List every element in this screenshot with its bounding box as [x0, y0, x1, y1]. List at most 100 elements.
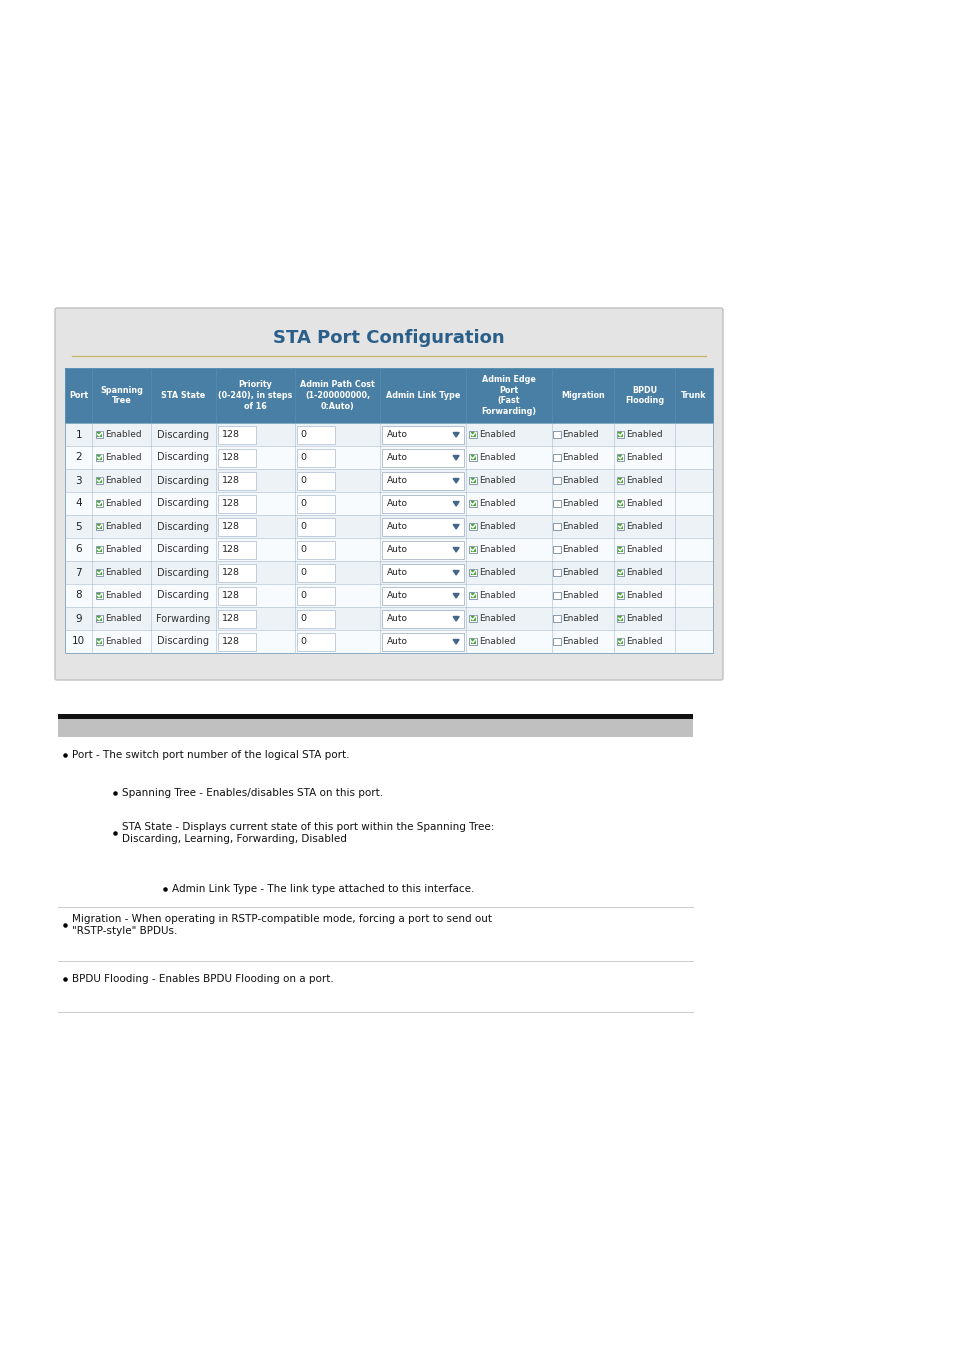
Text: Enabled: Enabled: [625, 545, 662, 554]
Polygon shape: [453, 478, 458, 483]
Text: Enabled: Enabled: [478, 454, 515, 462]
Bar: [95, 637, 103, 645]
Text: 2: 2: [75, 452, 82, 463]
Bar: [469, 591, 476, 599]
Text: BPDU
Flooding: BPDU Flooding: [624, 386, 663, 405]
Text: Auto: Auto: [386, 637, 407, 647]
Bar: [382, 471, 464, 490]
Text: Trunk: Trunk: [680, 392, 706, 400]
Bar: [470, 478, 476, 483]
Bar: [217, 425, 255, 444]
Bar: [618, 570, 622, 575]
Text: 4: 4: [75, 498, 82, 509]
Bar: [618, 616, 622, 621]
Text: 5: 5: [75, 521, 82, 532]
Bar: [217, 540, 255, 559]
Text: Admin Link Type: Admin Link Type: [386, 392, 460, 400]
Bar: [469, 545, 476, 554]
Text: Discarding: Discarding: [157, 498, 209, 509]
Text: 128: 128: [222, 637, 239, 647]
Text: Enabled: Enabled: [625, 522, 662, 531]
Bar: [382, 540, 464, 559]
Text: Enabled: Enabled: [478, 614, 515, 622]
Bar: [469, 454, 476, 462]
Polygon shape: [453, 571, 458, 575]
Polygon shape: [453, 455, 458, 460]
Bar: [553, 568, 560, 576]
Bar: [617, 477, 623, 485]
Bar: [617, 431, 623, 439]
Text: Enabled: Enabled: [105, 568, 141, 576]
Text: Enabled: Enabled: [478, 500, 515, 508]
Bar: [97, 616, 102, 621]
Bar: [217, 633, 255, 651]
Text: Enabled: Enabled: [105, 454, 141, 462]
Text: 0: 0: [300, 637, 307, 647]
Text: Migration: Migration: [560, 392, 604, 400]
Bar: [470, 593, 476, 598]
Bar: [617, 500, 623, 508]
Text: Admin Link Type - The link type attached to this interface.: Admin Link Type - The link type attached…: [172, 884, 474, 894]
Text: Enabled: Enabled: [561, 431, 598, 439]
Text: 128: 128: [222, 591, 239, 599]
Bar: [65, 423, 712, 446]
Text: Migration - When operating in RSTP-compatible mode, forcing a port to send out
": Migration - When operating in RSTP-compa…: [71, 914, 492, 936]
Text: Auto: Auto: [386, 568, 407, 576]
Text: Enabled: Enabled: [561, 568, 598, 576]
Bar: [382, 448, 464, 467]
Polygon shape: [453, 548, 458, 552]
Bar: [469, 568, 476, 576]
Bar: [97, 593, 102, 598]
Text: Discarding: Discarding: [157, 452, 209, 463]
Text: Enabled: Enabled: [105, 591, 141, 599]
Text: Enabled: Enabled: [478, 545, 515, 554]
Text: 0: 0: [300, 522, 307, 531]
Bar: [618, 593, 622, 598]
Bar: [553, 637, 560, 645]
Text: Discarding: Discarding: [157, 636, 209, 647]
Bar: [469, 477, 476, 485]
Text: Enabled: Enabled: [478, 477, 515, 485]
Bar: [217, 448, 255, 467]
Bar: [382, 633, 464, 651]
Bar: [618, 432, 622, 437]
Polygon shape: [453, 432, 458, 437]
Bar: [217, 563, 255, 582]
Polygon shape: [453, 594, 458, 598]
Bar: [382, 609, 464, 628]
Bar: [470, 455, 476, 460]
Bar: [217, 586, 255, 605]
Text: Auto: Auto: [386, 477, 407, 485]
Bar: [470, 639, 476, 644]
Bar: [97, 570, 102, 575]
Text: Enabled: Enabled: [478, 431, 515, 439]
Bar: [553, 614, 560, 622]
Bar: [97, 547, 102, 552]
Text: Auto: Auto: [386, 500, 407, 508]
Bar: [618, 639, 622, 644]
Bar: [95, 545, 103, 554]
Bar: [470, 547, 476, 552]
Bar: [97, 639, 102, 644]
Text: Enabled: Enabled: [625, 614, 662, 622]
Bar: [296, 517, 335, 536]
Text: STA State - Displays current state of this port within the Spanning Tree:
Discar: STA State - Displays current state of th…: [122, 822, 494, 844]
Bar: [65, 562, 712, 585]
Bar: [65, 369, 712, 653]
Bar: [382, 494, 464, 513]
Text: Admin Edge
Port
(Fast
Forwarding): Admin Edge Port (Fast Forwarding): [481, 375, 536, 416]
Bar: [382, 517, 464, 536]
Text: Enabled: Enabled: [625, 431, 662, 439]
Text: Enabled: Enabled: [105, 500, 141, 508]
Bar: [217, 494, 255, 513]
Bar: [296, 563, 335, 582]
Text: Enabled: Enabled: [561, 500, 598, 508]
Bar: [65, 491, 712, 514]
Text: 8: 8: [75, 590, 82, 601]
Text: Enabled: Enabled: [561, 545, 598, 554]
Bar: [65, 446, 712, 468]
Bar: [296, 609, 335, 628]
Text: 0: 0: [300, 568, 307, 576]
Bar: [95, 522, 103, 531]
Text: 0: 0: [300, 500, 307, 508]
